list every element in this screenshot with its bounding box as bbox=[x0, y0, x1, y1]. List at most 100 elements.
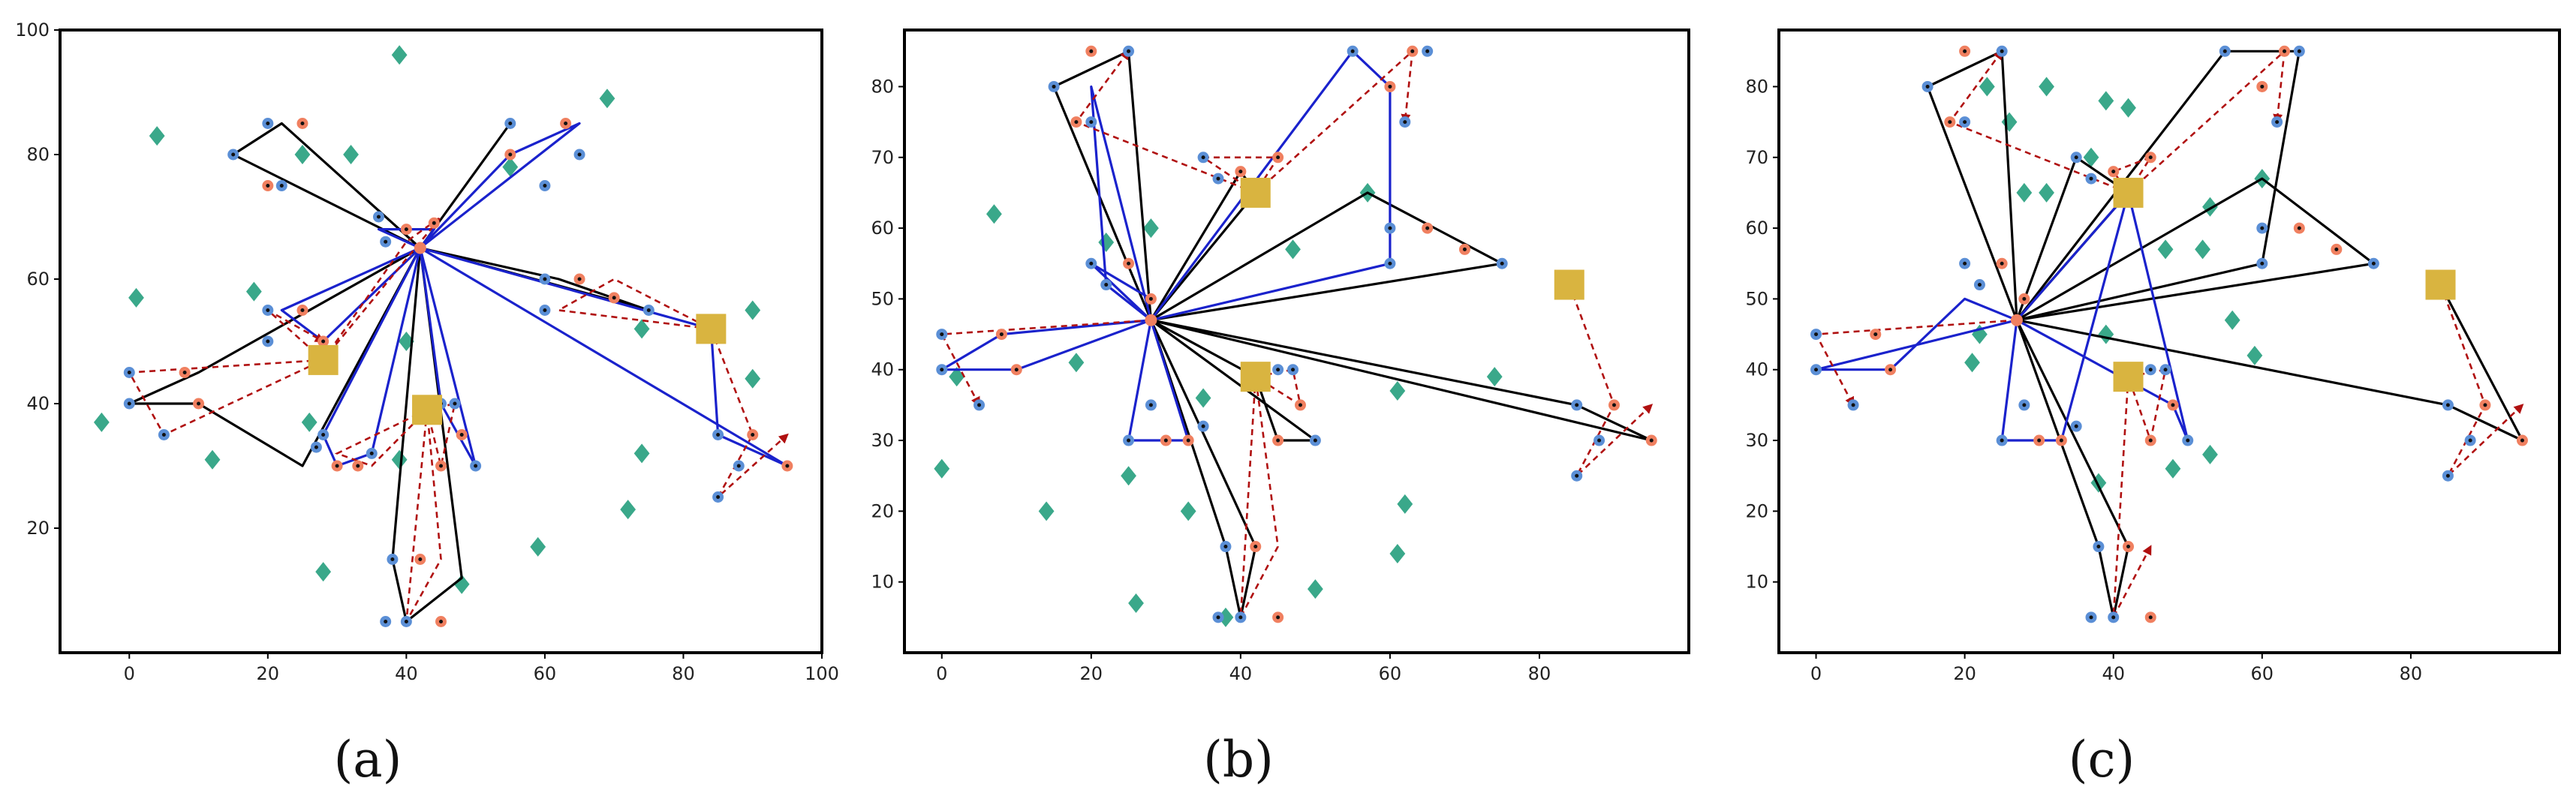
node-center bbox=[384, 239, 388, 244]
hub-node bbox=[1145, 314, 1157, 326]
node-center bbox=[266, 339, 270, 344]
x-tick-label: 40 bbox=[1229, 663, 1253, 684]
diamond-marker bbox=[391, 449, 408, 470]
diamond-marker bbox=[2246, 345, 2263, 365]
node-center bbox=[2074, 155, 2078, 160]
depot-square bbox=[696, 314, 727, 344]
node-center bbox=[2126, 545, 2131, 549]
diamond-marker bbox=[149, 126, 165, 146]
node-center bbox=[369, 451, 374, 455]
y-tick-label: 30 bbox=[1745, 430, 1768, 451]
node-center bbox=[1104, 283, 1109, 287]
route-blue bbox=[2016, 192, 2189, 442]
node-center bbox=[2000, 49, 2004, 53]
node-center bbox=[1649, 438, 1654, 443]
node-center bbox=[432, 221, 436, 225]
diamond-marker bbox=[986, 204, 1002, 224]
node-center bbox=[2445, 473, 2450, 478]
node-center bbox=[564, 122, 568, 125]
node-center bbox=[2445, 403, 2450, 407]
diamond-marker bbox=[1389, 381, 1406, 401]
diamond-marker bbox=[745, 300, 761, 320]
node-center bbox=[1500, 261, 1504, 266]
diamond-marker bbox=[1068, 353, 1085, 373]
node-center bbox=[785, 464, 790, 468]
diamond-marker bbox=[2120, 98, 2136, 118]
node-center bbox=[716, 433, 721, 437]
x-tick-label: 60 bbox=[534, 663, 557, 684]
diamond-marker bbox=[2083, 147, 2099, 167]
depot-square bbox=[2425, 269, 2456, 300]
diamond-marker bbox=[2202, 444, 2218, 464]
diamond-marker bbox=[343, 145, 359, 164]
node-center bbox=[182, 371, 187, 374]
node-center bbox=[197, 401, 201, 406]
node-center bbox=[1313, 438, 1317, 443]
diamond-marker bbox=[502, 157, 519, 177]
node-center bbox=[453, 401, 457, 406]
node-center bbox=[1074, 120, 1079, 125]
node-center bbox=[1014, 368, 1019, 372]
route-red-dashed bbox=[2126, 368, 2167, 444]
node-center bbox=[300, 308, 305, 312]
node-center bbox=[1814, 332, 1819, 337]
node-center bbox=[1291, 368, 1296, 372]
route-black bbox=[1052, 50, 1152, 321]
node-center bbox=[1425, 49, 1430, 53]
node-center bbox=[612, 296, 616, 300]
node-center bbox=[1612, 403, 1616, 407]
depot-square bbox=[412, 395, 443, 425]
route-blue bbox=[1127, 320, 1190, 442]
node-center bbox=[2222, 49, 2227, 53]
node-center bbox=[231, 152, 236, 157]
node-center bbox=[1089, 261, 1094, 266]
node-center bbox=[716, 495, 721, 499]
node-center bbox=[1963, 261, 1967, 266]
x-tick-label: 20 bbox=[1080, 663, 1103, 684]
node-center bbox=[1216, 176, 1220, 181]
y-tick-label: 70 bbox=[1745, 147, 1768, 168]
y-tick-label: 40 bbox=[871, 359, 894, 380]
diamond-marker bbox=[245, 281, 262, 302]
route-black bbox=[1150, 191, 1503, 322]
node-center bbox=[1575, 473, 1579, 478]
diamond-marker bbox=[294, 145, 311, 164]
diamond-marker bbox=[1486, 367, 1503, 387]
node-center bbox=[2148, 368, 2153, 372]
y-tick-label: 50 bbox=[871, 288, 894, 309]
node-center bbox=[376, 215, 381, 219]
route-black bbox=[2016, 284, 2524, 442]
x-tick-label: 0 bbox=[1810, 663, 1822, 684]
node-center bbox=[1388, 226, 1392, 230]
node-center bbox=[2334, 247, 2339, 251]
x-tick-label: 60 bbox=[2251, 663, 2274, 684]
node-center bbox=[1350, 49, 1355, 53]
node-center bbox=[266, 184, 270, 188]
node-center bbox=[404, 620, 408, 623]
node-center bbox=[2148, 615, 2153, 620]
node-center bbox=[1963, 120, 1967, 125]
diamond-marker bbox=[2165, 458, 2181, 479]
diamond-marker bbox=[93, 412, 110, 432]
route-red-dashed bbox=[405, 407, 442, 623]
node-center bbox=[2074, 424, 2078, 428]
node-center bbox=[2089, 176, 2093, 181]
node-center bbox=[1148, 296, 1153, 301]
route-red-dashed bbox=[1239, 374, 1279, 618]
node-center bbox=[439, 464, 443, 468]
node-center bbox=[2111, 170, 2116, 174]
route-black bbox=[232, 122, 421, 249]
route-red-dashed bbox=[334, 408, 429, 467]
node-center bbox=[2260, 226, 2265, 230]
diamond-marker bbox=[1121, 466, 1136, 486]
diamond-marker bbox=[1038, 501, 1055, 521]
node-center bbox=[279, 184, 284, 188]
node-center bbox=[2260, 84, 2265, 89]
depot-square bbox=[308, 344, 339, 375]
y-tick-label: 20 bbox=[1745, 500, 1768, 521]
node-center bbox=[404, 227, 408, 232]
route-black bbox=[1151, 319, 1653, 442]
node-center bbox=[977, 403, 982, 407]
node-center bbox=[127, 371, 131, 374]
